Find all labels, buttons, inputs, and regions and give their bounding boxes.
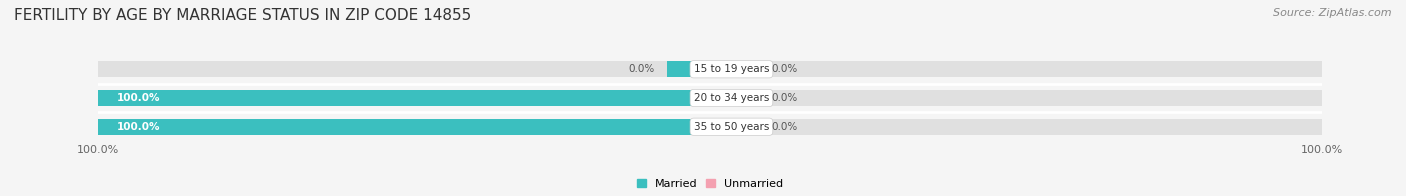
Bar [668,61,710,77]
Text: 15 to 19 years: 15 to 19 years [693,64,769,74]
Text: 20 to 34 years: 20 to 34 years [693,93,769,103]
Bar [710,90,1322,106]
Bar [98,61,710,77]
Text: 35 to 50 years: 35 to 50 years [693,122,769,132]
Bar [710,119,1322,135]
Text: 0.0%: 0.0% [770,93,797,103]
Text: FERTILITY BY AGE BY MARRIAGE STATUS IN ZIP CODE 14855: FERTILITY BY AGE BY MARRIAGE STATUS IN Z… [14,8,471,23]
Text: 100.0%: 100.0% [117,93,160,103]
Text: 0.0%: 0.0% [628,64,655,74]
Bar [710,119,752,135]
Text: 100.0%: 100.0% [117,122,160,132]
Bar [98,119,710,135]
Text: 0.0%: 0.0% [770,64,797,74]
Bar [98,119,710,135]
Bar [710,61,752,77]
Bar [710,61,1322,77]
Text: Source: ZipAtlas.com: Source: ZipAtlas.com [1274,8,1392,18]
Text: 0.0%: 0.0% [770,122,797,132]
Bar [98,90,710,106]
Legend: Married, Unmarried: Married, Unmarried [637,179,783,189]
Bar [710,90,752,106]
Bar [98,90,710,106]
